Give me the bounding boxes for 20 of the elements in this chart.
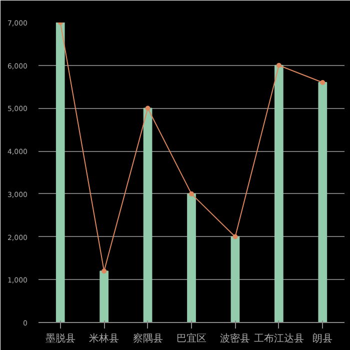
bar [318,82,328,322]
bar [100,270,109,322]
x-tick-label: 察隅县 [132,332,163,344]
bar [56,22,65,322]
point [232,234,238,240]
point [189,191,194,196]
bar [230,236,240,322]
x-tick-label: 墨脱县 [45,332,76,344]
point [102,268,107,274]
point [145,106,150,111]
x-tick-label: 工布江达县 [254,332,304,344]
x-tick-label: 巴宜区 [176,332,206,344]
x-tick-label: 朗县 [312,332,333,344]
bar [143,108,152,322]
bar [274,64,284,322]
point [276,62,282,68]
point [320,80,326,85]
x-tick-label: 波密县 [220,332,250,344]
bar [187,193,196,322]
x-tick-label: 米林县 [89,332,120,344]
